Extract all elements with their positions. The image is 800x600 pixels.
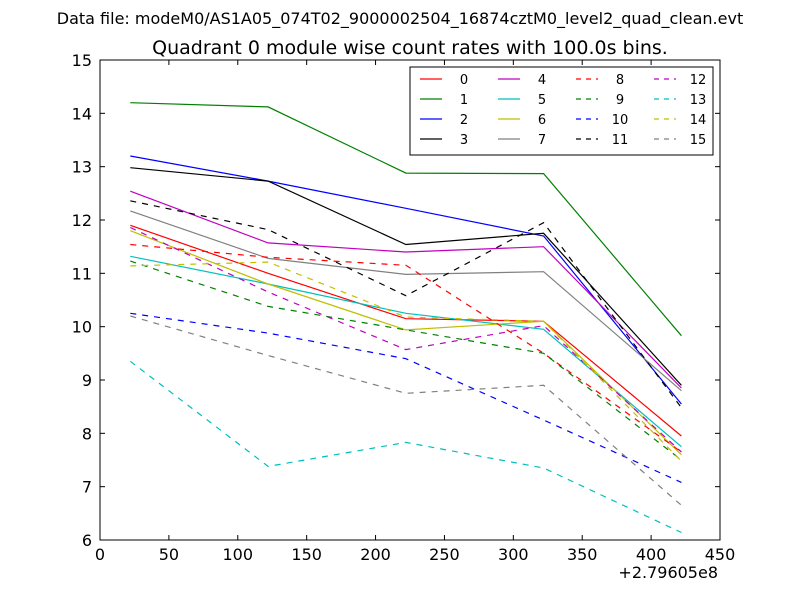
plot-layer (129, 102, 682, 534)
legend-label-13: 13 (690, 93, 707, 108)
y-tick-label: 13 (72, 158, 92, 177)
legend-label-0: 0 (460, 73, 468, 88)
series-line-11 (130, 200, 682, 409)
legend-label-7: 7 (538, 133, 546, 148)
x-tick-label: 150 (291, 545, 322, 564)
series-line-14 (130, 261, 682, 462)
y-tick-label: 12 (72, 211, 92, 230)
legend-label-1: 1 (460, 93, 468, 108)
legend-label-5: 5 (538, 93, 546, 108)
x-tick-label: 200 (360, 545, 391, 564)
series-line-0 (130, 224, 682, 437)
legend-label-10: 10 (612, 113, 629, 128)
legend-label-4: 4 (538, 73, 546, 88)
y-tick-label: 14 (72, 104, 92, 123)
chart-title: Quadrant 0 module wise count rates with … (152, 37, 668, 59)
series-line-12 (130, 226, 682, 453)
legend-label-14: 14 (690, 113, 707, 128)
series-line-15 (130, 315, 682, 506)
series-line-3 (130, 167, 682, 386)
y-tick-label: 8 (82, 424, 92, 443)
series-line-5 (130, 255, 682, 448)
x-offset-label: +2.79605e8 (618, 563, 718, 582)
series-line-8 (130, 243, 682, 453)
plot-frame (99, 59, 721, 541)
legend-label-8: 8 (616, 73, 624, 88)
y-tick-label: 7 (82, 478, 92, 497)
legend-label-11: 11 (612, 133, 629, 148)
series-line-6 (130, 230, 682, 456)
x-tick-label: 450 (705, 545, 736, 564)
legend-label-2: 2 (460, 113, 468, 128)
legend-label-6: 6 (538, 113, 546, 128)
series-line-10 (130, 312, 682, 483)
series-line-9 (130, 260, 682, 461)
axis-layer: 0 50 100 150 200 250 300 350 400 4506789101112131… (72, 51, 736, 564)
y-tick-label: 15 (72, 51, 92, 70)
y-tick-label: 11 (72, 264, 92, 283)
x-tick-label: 300 (498, 545, 529, 564)
legend-label-3: 3 (460, 133, 468, 148)
legend-label-15: 15 (690, 133, 707, 148)
x-tick-label: 350 (567, 545, 598, 564)
x-tick-label: 100 (223, 545, 254, 564)
chart-suptitle: Data file: modeM0/AS1A05_074T02_90000025… (57, 9, 743, 29)
x-tick-label: 400 (636, 545, 667, 564)
series-line-2 (130, 155, 682, 405)
x-tick-label: 0 (95, 545, 105, 564)
x-tick-label: 250 (429, 545, 460, 564)
legend-label-12: 12 (690, 73, 707, 88)
series-line-4 (130, 190, 682, 389)
y-tick-label: 10 (72, 318, 92, 337)
y-tick-label: 6 (82, 531, 92, 550)
x-tick-label: 50 (159, 545, 179, 564)
legend-box (409, 66, 714, 156)
series-line-7 (130, 210, 682, 392)
series-line-1 (130, 102, 682, 337)
y-tick-label: 9 (82, 371, 92, 390)
series-line-13 (129, 360, 682, 534)
legend-label-9: 9 (616, 93, 624, 108)
